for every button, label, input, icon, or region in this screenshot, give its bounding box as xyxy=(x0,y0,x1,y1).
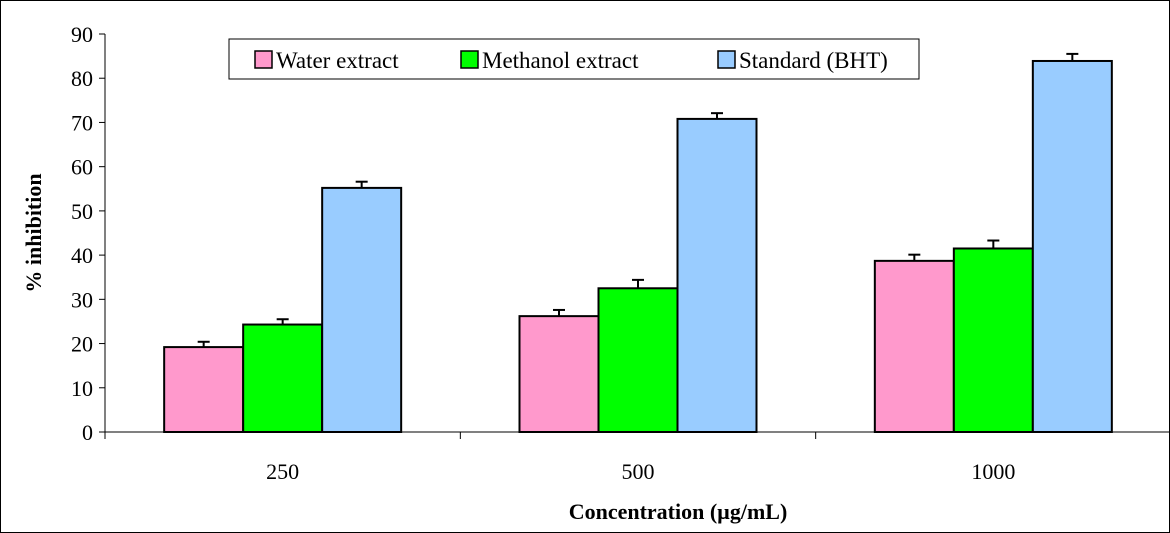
bar xyxy=(242,323,324,434)
bar xyxy=(1031,59,1113,433)
x-tick-label: 1000 xyxy=(971,459,1015,484)
y-tick-label: 40 xyxy=(71,243,93,268)
legend-swatch xyxy=(460,50,479,69)
legend-label: Methanol extract xyxy=(482,48,639,73)
y-tick-label: 80 xyxy=(71,66,93,91)
legend-swatch xyxy=(717,50,736,69)
x-axis-title: Concentration (µg/mL) xyxy=(569,499,788,524)
bar xyxy=(676,117,758,433)
y-tick-label: 60 xyxy=(71,155,93,180)
y-tick-label: 20 xyxy=(71,332,93,357)
x-tick-label: 500 xyxy=(622,459,655,484)
y-tick-label: 0 xyxy=(82,420,93,445)
y-axis-title: % inhibition xyxy=(21,173,46,292)
y-tick-label: 50 xyxy=(71,199,93,224)
legend-swatch xyxy=(254,50,273,69)
legend-label: Water extract xyxy=(276,48,399,73)
x-tick-label: 250 xyxy=(266,459,299,484)
legend-label: Standard (BHT) xyxy=(739,48,888,73)
y-tick-label: 90 xyxy=(71,22,93,47)
legend-box xyxy=(228,38,920,80)
y-tick-label: 70 xyxy=(71,110,93,135)
bar xyxy=(163,346,245,433)
y-tick-label: 10 xyxy=(71,376,93,401)
bar xyxy=(952,247,1034,433)
bar xyxy=(321,186,403,433)
legend: Water extract Methanol extract Standard (B… xyxy=(228,38,920,80)
bar xyxy=(518,315,600,434)
bar xyxy=(597,287,679,433)
y-tick-label: 30 xyxy=(71,287,93,312)
bar xyxy=(873,259,955,433)
bars xyxy=(163,52,1113,434)
